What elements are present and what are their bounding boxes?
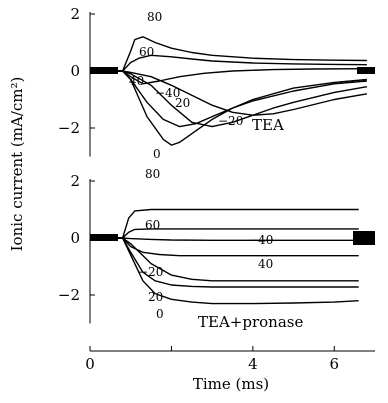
y-tick-label: −2 [58, 286, 80, 304]
noise-onset [90, 234, 118, 241]
y-tick-label: 2 [70, 172, 80, 190]
series-line [98, 237, 359, 282]
panels: 20−2 TEA806040−4020−20020−2TEA+pronase806… [58, 5, 375, 373]
y-tick-label: 0 [70, 229, 80, 247]
series-label: −20 [138, 265, 163, 279]
x-axis-label: Time (ms) [193, 375, 269, 393]
y-tick-label: −2 [58, 119, 80, 137]
series-line [98, 237, 359, 242]
series-label: −20 [218, 114, 243, 128]
series-line [98, 68, 367, 85]
series-label: 40 [258, 257, 273, 271]
series-label: 0 [153, 147, 161, 161]
series-line [98, 70, 368, 116]
y-tick-label: 0 [70, 62, 80, 80]
y-tick-label: 2 [70, 5, 80, 23]
series-line [98, 70, 367, 146]
series-label: 80 [145, 167, 160, 181]
x-tick-label: 6 [330, 355, 340, 373]
series-label: −40 [248, 233, 273, 247]
noise-onset [90, 67, 118, 74]
y-axis-label: Ionic current (mA/cm²) [8, 77, 26, 252]
series-line [98, 237, 359, 257]
series-label: 60 [145, 218, 160, 232]
series-line [98, 228, 359, 239]
series-line [98, 237, 359, 288]
x-tick-label: 4 [248, 355, 258, 373]
series-label: 0 [156, 307, 164, 321]
series-label: −40 [155, 86, 180, 100]
noise-offset [353, 231, 375, 245]
series-line [98, 208, 359, 239]
series-line [98, 36, 367, 72]
series-line [98, 237, 359, 305]
series-line [98, 70, 368, 128]
panel-label: TEA+pronase [198, 313, 303, 331]
series-line [98, 54, 367, 72]
panel-label: TEA [252, 116, 284, 134]
series-label: 20 [175, 96, 190, 110]
x-tick-label: 0 [85, 355, 95, 373]
series-label: 20 [148, 290, 163, 304]
noise-offset [357, 67, 375, 74]
series-label: 80 [147, 10, 162, 24]
series-label: 60 [139, 45, 154, 59]
